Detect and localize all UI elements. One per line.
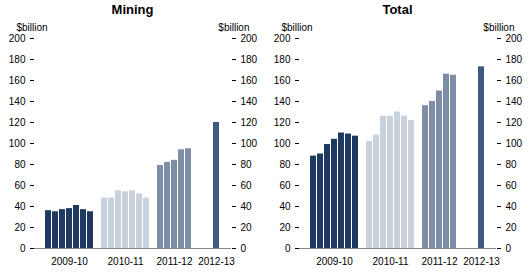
svg-text:160: 160 [241,75,258,86]
svg-text:2010-11: 2010-11 [373,256,409,267]
svg-text:180: 180 [241,54,258,65]
svg-text:60: 60 [14,180,26,191]
svg-text:20: 20 [279,222,291,233]
svg-text:60: 60 [506,180,518,191]
svg-text:0: 0 [506,243,512,254]
svg-text:$billion: $billion [218,22,249,33]
svg-text:180: 180 [506,54,523,65]
svg-text:0: 0 [241,243,247,254]
svg-text:20: 20 [506,222,518,233]
svg-text:2011-12: 2011-12 [157,256,193,267]
svg-text:120: 120 [506,117,523,128]
svg-text:2012-13: 2012-13 [198,256,235,267]
svg-text:120: 120 [241,117,258,128]
svg-text:60: 60 [241,180,253,191]
svg-text:100: 100 [9,138,26,149]
svg-text:2012-13: 2012-13 [463,256,500,267]
svg-text:$billion: $billion [282,22,313,33]
svg-text:$billion: $billion [17,22,48,33]
svg-text:200: 200 [506,33,523,44]
svg-text:200: 200 [241,33,258,44]
svg-text:80: 80 [506,159,518,170]
svg-text:200: 200 [9,33,26,44]
svg-text:40: 40 [279,201,291,212]
svg-text:40: 40 [14,201,26,212]
html-text:Mining: Mining [111,2,154,17]
svg-text:2009-10: 2009-10 [51,256,88,267]
svg-text:160: 160 [9,75,26,86]
svg-text:40: 40 [241,201,253,212]
svg-text:140: 140 [241,96,258,107]
svg-text:120: 120 [9,117,26,128]
svg-text:160: 160 [274,75,291,86]
svg-text:100: 100 [506,138,523,149]
html-text:Total: Total [382,2,413,17]
svg-text:120: 120 [274,117,291,128]
svg-text:160: 160 [506,75,523,86]
svg-text:180: 180 [9,54,26,65]
svg-text:2011-12: 2011-12 [422,256,458,267]
svg-text:20: 20 [14,222,26,233]
svg-text:80: 80 [279,159,291,170]
svg-text:200: 200 [274,33,291,44]
svg-text:60: 60 [279,180,291,191]
svg-text:0: 0 [285,243,291,254]
svg-text:2009-10: 2009-10 [316,256,353,267]
svg-text:2010-11: 2010-11 [108,256,144,267]
svg-text:140: 140 [506,96,523,107]
svg-text:100: 100 [241,138,258,149]
svg-text:40: 40 [506,201,518,212]
svg-text:20: 20 [241,222,253,233]
svg-text:$billion: $billion [483,22,514,33]
svg-text:80: 80 [241,159,253,170]
svg-text:140: 140 [9,96,26,107]
svg-text:80: 80 [14,159,26,170]
svg-text:100: 100 [274,138,291,149]
svg-text:140: 140 [274,96,291,107]
svg-text:180: 180 [274,54,291,65]
svg-text:0: 0 [20,243,26,254]
